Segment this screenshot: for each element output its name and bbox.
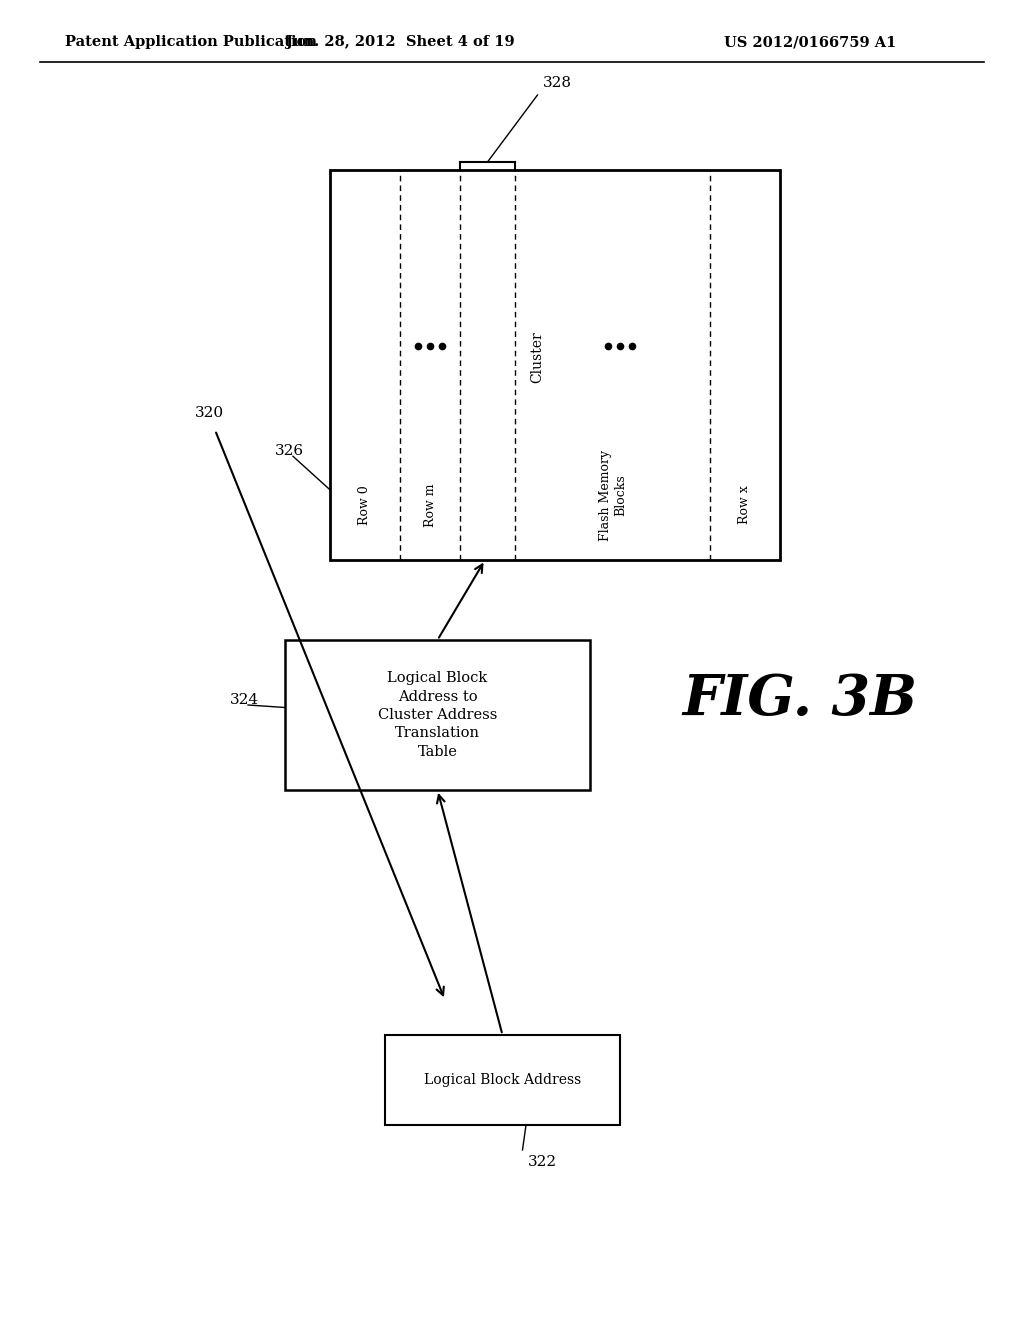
Text: Cluster: Cluster — [530, 331, 544, 383]
Text: Flash Memory
Blocks: Flash Memory Blocks — [599, 449, 627, 541]
Bar — [330, 170, 780, 560]
Text: Logical Block
Address to
Cluster Address
Translation
Table: Logical Block Address to Cluster Address… — [378, 671, 498, 759]
Text: 326: 326 — [275, 445, 304, 458]
Text: Row x: Row x — [738, 486, 752, 524]
Text: Row 0: Row 0 — [358, 486, 372, 525]
Text: Logical Block Address: Logical Block Address — [424, 1073, 582, 1086]
Text: FIG. 3B: FIG. 3B — [683, 672, 918, 727]
Text: 322: 322 — [527, 1155, 557, 1170]
Text: Jun. 28, 2012  Sheet 4 of 19: Jun. 28, 2012 Sheet 4 of 19 — [286, 36, 514, 49]
Text: 320: 320 — [195, 407, 224, 420]
Text: US 2012/0166759 A1: US 2012/0166759 A1 — [724, 36, 896, 49]
Bar — [285, 640, 590, 789]
Text: Row m: Row m — [424, 483, 436, 527]
Bar — [385, 1035, 620, 1125]
Text: 328: 328 — [543, 77, 571, 90]
Text: Patent Application Publication: Patent Application Publication — [65, 36, 317, 49]
Text: 324: 324 — [230, 693, 259, 708]
